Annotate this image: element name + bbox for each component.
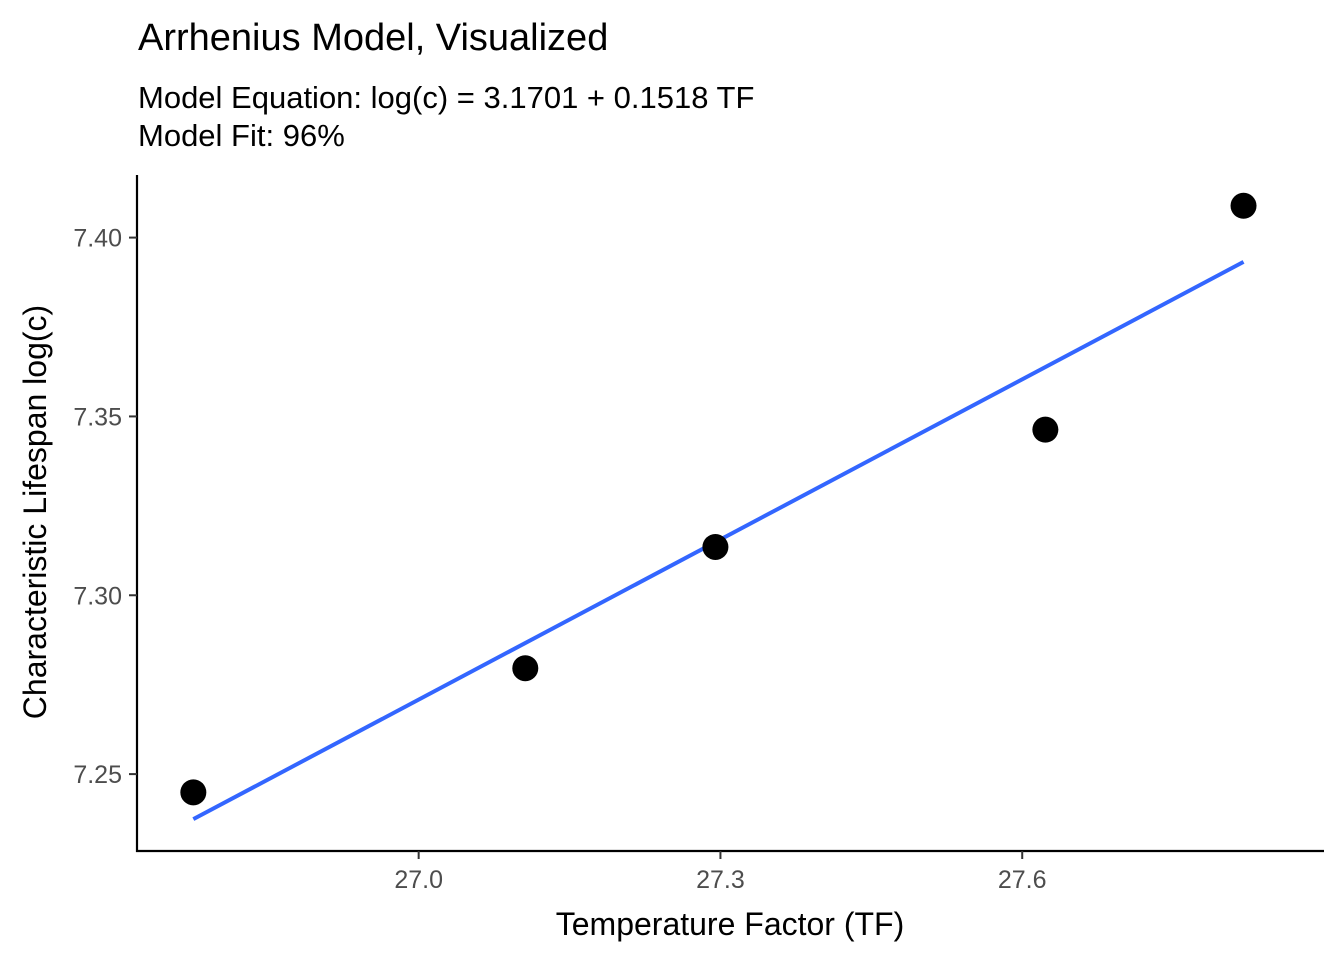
y-tick-label: 7.25 [73,761,122,789]
y-tick-label: 7.35 [73,403,122,431]
x-tick-label: 27.6 [998,866,1047,894]
y-axis-title: Characteristic Lifespan log(c) [17,305,53,719]
plot-marks [180,192,1257,821]
chart-title: Arrhenius Model, Visualized [138,17,608,59]
y-tick-label: 7.30 [73,582,122,610]
chart-subtitle-equation: Model Equation: log(c) = 3.1701 + 0.1518… [138,80,754,115]
x-axis-title: Temperature Factor (TF) [556,906,905,942]
axes: 27.0 27.3 27.6 7.25 7.30 7.35 7.40 [73,175,1324,894]
x-tick-label: 27.3 [696,866,745,894]
data-point [512,655,539,682]
data-point [180,779,207,806]
data-point [1032,416,1059,443]
data-point [702,533,729,560]
x-tick-label: 27.0 [394,866,443,894]
y-tick-label: 7.40 [73,225,122,253]
chart-subtitle-fit: Model Fit: 96% [138,118,345,153]
data-point [1230,192,1257,219]
